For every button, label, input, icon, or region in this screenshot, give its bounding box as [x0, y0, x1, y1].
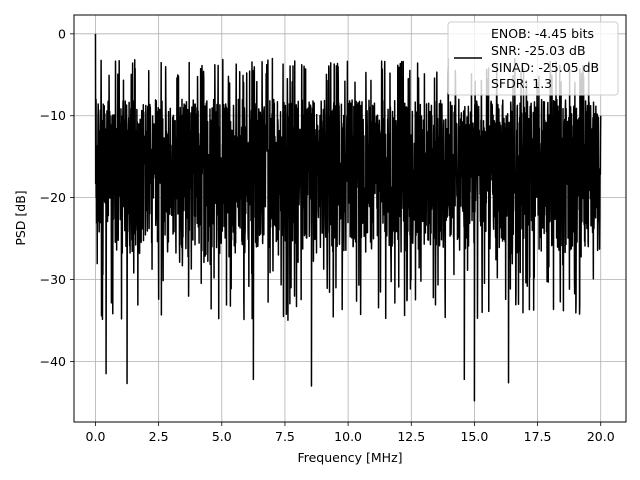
plot-frame	[73, 14, 627, 423]
legend-enob: ENOB: -4.45 bits	[491, 26, 594, 41]
legend-snr: SNR: -25.03 dB	[491, 43, 586, 58]
plot-area	[94, 33, 602, 402]
x-axis-label: Frequency [MHz]	[297, 450, 402, 465]
x-tick-label: 10.0	[334, 429, 362, 444]
x-tick-label: 17.5	[524, 429, 552, 444]
x-axis: 0.0 2.5 5.0 7.5 10.0 12.5 15.0 17.5 20.0	[86, 422, 615, 444]
y-tick-label: −20	[40, 190, 66, 205]
legend: ENOB: -4.45 bits SNR: -25.03 dB SINAD: -…	[447, 21, 619, 96]
y-tick-label: −40	[40, 354, 66, 369]
x-tick-label: 12.5	[397, 429, 425, 444]
y-tick-label: −10	[40, 108, 66, 123]
x-tick-label: 0.0	[86, 429, 106, 444]
x-tick-label: 20.0	[587, 429, 615, 444]
y-tick-label: 0	[58, 26, 66, 41]
x-tick-label: 7.5	[275, 429, 295, 444]
x-tick-label: 2.5	[149, 429, 169, 444]
psd-series-line	[94, 33, 602, 402]
y-axis-label: PSD [dB]	[13, 190, 28, 245]
x-tick-label: 5.0	[212, 429, 232, 444]
legend-sfdr: SFDR: 1.3	[491, 76, 552, 91]
y-tick-label: −30	[40, 272, 66, 287]
y-axis: 0 −10 −20 −30 −40	[40, 26, 74, 369]
legend-box	[447, 21, 619, 96]
legend-sinad: SINAD: -25.05 dB	[491, 60, 599, 75]
x-tick-label: 15.0	[460, 429, 488, 444]
